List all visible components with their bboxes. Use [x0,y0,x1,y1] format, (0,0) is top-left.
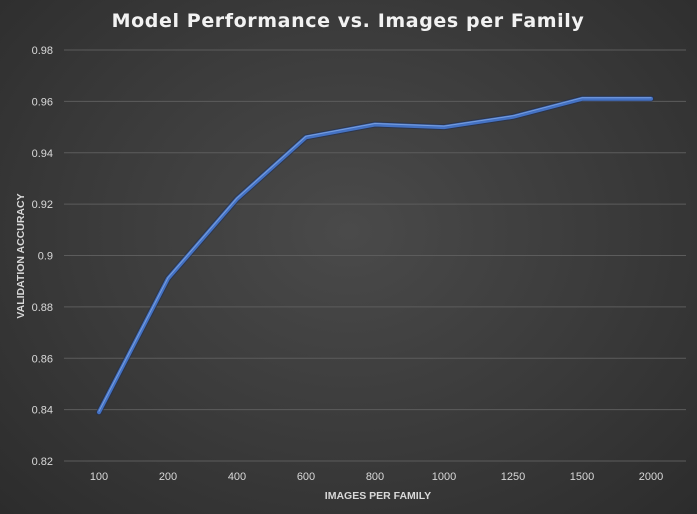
y-tick-label: 0.9 [38,251,53,263]
y-tick-label: 0.88 [32,302,53,314]
x-tick-label: 200 [159,471,177,483]
x-axis-label: IMAGES PER FAMILY [325,490,431,502]
x-tick-label: 400 [228,471,246,483]
data-point [511,115,515,119]
x-tick-label: 1000 [432,471,456,483]
gridlines [64,49,686,462]
data-point [304,135,308,139]
x-tick-label: 600 [297,471,315,483]
x-tick-label: 2000 [639,471,663,483]
y-tick-label: 0.86 [32,353,53,365]
y-tick-label: 0.84 [32,405,53,417]
x-tick-label: 1250 [501,471,525,483]
y-tick-label: 0.92 [32,199,53,211]
series-layer [96,95,654,416]
x-tick-label: 800 [366,471,384,483]
y-tick-label: 0.82 [32,456,53,468]
x-tick-label: 1500 [570,471,594,483]
data-point [166,277,170,281]
data-point [373,122,377,126]
y-axis-label: VALIDATION ACCURACY [15,193,27,318]
series-line-highlight [98,97,652,412]
x-axis-ticks: 100 200 400 600 800 1000 1250 1500 2000 [90,471,663,483]
y-tick-label: 0.98 [32,45,53,57]
y-axis-ticks: 0.82 0.84 0.86 0.88 0.9 0.92 0.94 0.96 0.98 [32,45,53,468]
data-point [580,97,584,101]
data-point [235,197,239,201]
y-tick-label: 0.94 [32,148,53,160]
series-line [97,96,653,415]
data-point [649,97,653,101]
data-point [97,410,101,414]
y-tick-label: 0.96 [32,96,53,108]
chart-title: Model Performance vs. Images per Family [112,10,585,32]
x-tick-label: 100 [90,471,108,483]
data-point [442,125,446,129]
